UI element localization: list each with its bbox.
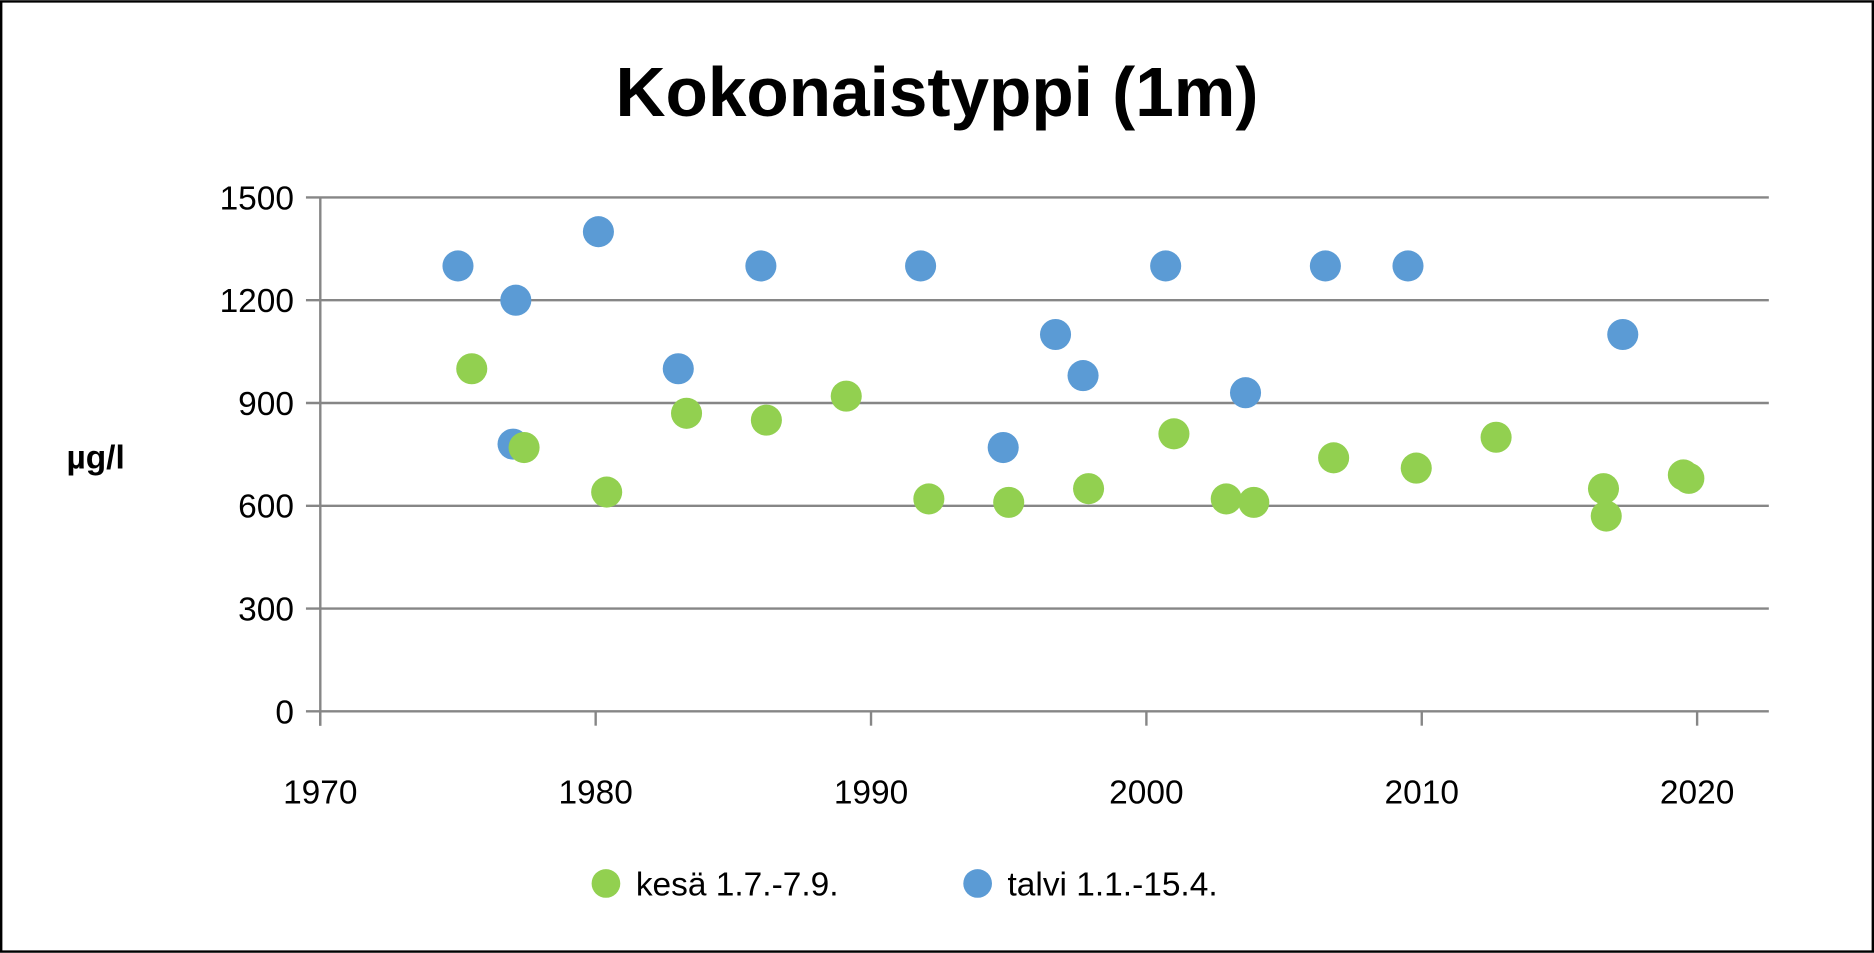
data-point bbox=[1158, 418, 1190, 450]
y-tick-label: 1200 bbox=[220, 283, 294, 320]
chart-title: Kokonaistyppi (1m) bbox=[616, 53, 1259, 131]
data-point bbox=[1318, 442, 1350, 474]
data-point bbox=[670, 397, 703, 429]
data-point bbox=[905, 250, 937, 282]
data-point bbox=[1587, 473, 1620, 505]
data-point bbox=[1607, 318, 1639, 351]
data-point bbox=[508, 432, 540, 464]
data-point bbox=[456, 353, 488, 385]
axes bbox=[319, 197, 1699, 726]
legend-label: talvi 1.1.-15.4. bbox=[1008, 866, 1218, 903]
data-point bbox=[987, 432, 1019, 464]
y-tick-label: 900 bbox=[238, 386, 294, 423]
data-point bbox=[830, 380, 862, 412]
x-tick-label: 1970 bbox=[283, 774, 357, 811]
y-tick-label: 0 bbox=[275, 694, 294, 731]
legend-marker bbox=[591, 869, 621, 898]
data-point bbox=[1238, 486, 1270, 518]
y-tick-label: 300 bbox=[238, 592, 294, 629]
data-point bbox=[1039, 318, 1072, 351]
data-point bbox=[1309, 250, 1341, 282]
legend-marker bbox=[963, 869, 992, 898]
data-point bbox=[750, 404, 782, 436]
data-point bbox=[500, 284, 532, 316]
y-tick-label: 600 bbox=[238, 489, 294, 526]
data-point bbox=[1210, 483, 1242, 515]
tick-labels: 0 300 600 900 1200 1500 1970 1980 1990 2000 2010 20… bbox=[220, 180, 1735, 811]
data-point bbox=[1590, 500, 1622, 532]
x-tick-label: 1980 bbox=[558, 774, 632, 811]
gridlines bbox=[305, 196, 1769, 713]
x-tick-label: 2020 bbox=[1660, 774, 1734, 811]
data-point bbox=[1073, 473, 1105, 505]
data-points bbox=[442, 216, 1705, 532]
data-point bbox=[993, 486, 1025, 518]
data-point bbox=[442, 250, 474, 282]
data-point bbox=[1067, 360, 1099, 392]
x-tick-label: 2000 bbox=[1109, 774, 1183, 811]
x-tick-label: 1990 bbox=[834, 774, 908, 811]
legend-item: kesä 1.7.-7.9. bbox=[591, 866, 839, 903]
y-tick-label: 1500 bbox=[220, 180, 294, 217]
legend: kesä 1.7.-7.9. talvi 1.1.-15.4. bbox=[591, 866, 1218, 903]
y-axis-label: µg/l bbox=[66, 440, 124, 477]
data-point bbox=[1392, 250, 1424, 282]
data-point bbox=[1400, 452, 1432, 484]
data-point bbox=[582, 216, 614, 248]
data-point bbox=[745, 250, 777, 282]
data-point bbox=[1673, 462, 1705, 494]
data-point bbox=[662, 353, 694, 385]
data-point bbox=[1150, 250, 1182, 282]
x-tick-label: 2010 bbox=[1385, 774, 1459, 811]
legend-label: kesä 1.7.-7.9. bbox=[636, 866, 839, 903]
series-kesa bbox=[456, 353, 1705, 532]
data-point bbox=[1229, 377, 1262, 409]
legend-item: talvi 1.1.-15.4. bbox=[963, 866, 1218, 903]
series-talvi bbox=[442, 216, 1639, 464]
data-point bbox=[913, 483, 945, 515]
data-point bbox=[591, 476, 623, 508]
data-point bbox=[1480, 421, 1512, 453]
